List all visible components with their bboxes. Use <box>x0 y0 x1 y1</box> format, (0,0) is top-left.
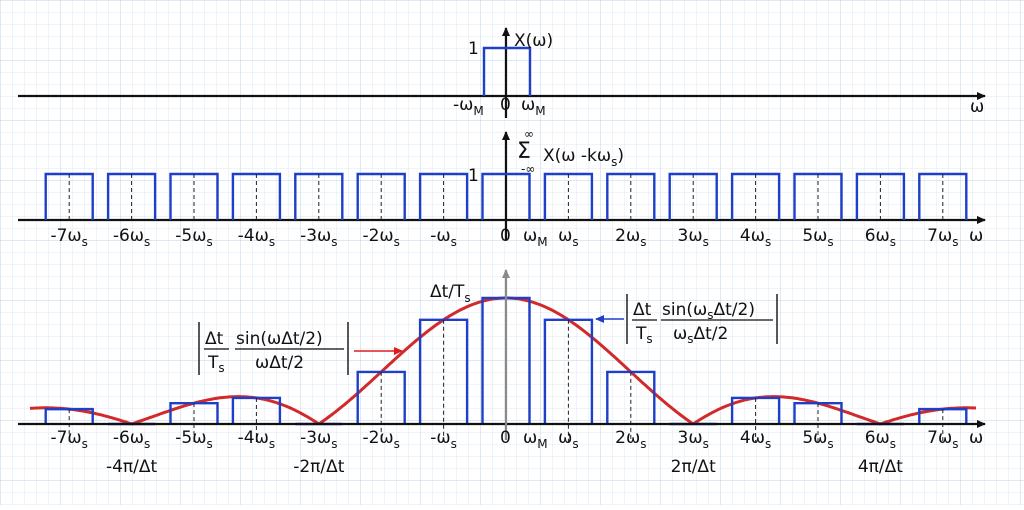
right-formula-denominator: ωsΔt/2 <box>673 324 728 346</box>
panel3-tick-labels: -7ωs -6ωs -5ωs -4ωs -3ωs -2ωs -ωs ωs 2ωs 3ωs 4ωs 5ω… <box>50 428 958 451</box>
panel3-pi-label: 4π/Δt <box>858 457 903 477</box>
panel3-tick-label: -3ωs <box>300 428 337 451</box>
panel2-sum-upper: ∞ <box>524 127 534 141</box>
panel3-tick-label: -7ωs <box>50 428 87 451</box>
panel-1-baseband-spectrum: X(ω) 1 -ωM 0 ωM ω <box>18 27 986 118</box>
panel2-tick-label: 6ωs <box>865 226 896 249</box>
panel3-ylabel: Δt/Ts <box>430 282 471 305</box>
panel2-tick-label: 2ωs <box>615 226 646 249</box>
panel1-axis-label: ω <box>970 97 984 117</box>
panel2-pulse <box>481 172 531 220</box>
panel2-sum-sigma: Σ <box>517 139 531 164</box>
left-formula-frac-den: Ts <box>207 353 225 375</box>
panel2-tick-label: 7ωs <box>927 226 958 249</box>
panel3-tick-label: 3ωs <box>678 428 709 451</box>
panel1-ylabel: X(ω) <box>514 31 553 51</box>
panel-3-sampled-spectrum: -7ωs -6ωs -5ωs -4ωs -3ωs -2ωs -ωs ωs 2ωs 3ωs 4ωs 5ω… <box>18 269 986 477</box>
panel2-pulse-train <box>44 172 968 220</box>
panel2-tick-label: -3ωs <box>300 226 337 249</box>
panel3-tick-label: -2ωs <box>362 428 399 451</box>
panel2-tick-label: ωs <box>558 226 579 249</box>
panel3-pi-label: -2π/Δt <box>293 457 345 477</box>
panel3-tick-label: 5ωs <box>802 428 833 451</box>
panel3-pi-label: -4π/Δt <box>106 457 158 477</box>
right-formula-numerator: sin(ωsΔt/2) <box>662 300 755 322</box>
panel3-tick-label: 6ωs <box>865 428 896 451</box>
panel2-one-label: 1 <box>468 166 479 186</box>
panel2-zero-label: 0 <box>500 226 511 246</box>
panel3-axis-label: ω <box>969 428 983 448</box>
right-formula-frac-num: Δt <box>633 300 652 320</box>
right-formula-frac-den: Ts <box>635 324 653 346</box>
panel2-tick-label: 4ωs <box>740 226 771 249</box>
panel2-tick-label: -ωs <box>430 226 457 249</box>
left-sinc-formula: Δt Ts sin(ωΔt/2) ωΔt/2 <box>198 322 403 375</box>
panel2-axis-label: ω <box>969 226 983 246</box>
panel3-pulse-train <box>44 296 968 442</box>
panel2-tick-label: -6ωs <box>113 226 150 249</box>
panel3-tick-label: 7ωs <box>927 428 958 451</box>
panel3-zero-label: 0 <box>500 428 511 448</box>
panel2-tick-label: 5ωs <box>802 226 833 249</box>
panel2-tick-label: -4ωs <box>238 226 275 249</box>
panel2-tick-labels: -7ωs -6ωs -5ωs -4ωs -3ωs -2ωs -ωs ωs 2ωs 3ωs 4ωs 5ω… <box>50 226 958 249</box>
panel2-wm-label: ωM <box>523 226 548 249</box>
panel2-ylabel: X(ω -kωs) <box>543 146 624 169</box>
panel-2-replicated-spectrum: -7ωs -6ωs -5ωs -4ωs -3ωs -2ωs -ωs ωs 2ωs 3ωs 4ωs 5ω… <box>18 127 986 249</box>
panel3-pi-labels: -4π/Δt -2π/Δt 2π/Δt 4π/Δt <box>106 457 903 477</box>
panel3-tick-label: ωs <box>558 428 579 451</box>
panel3-tick-label: -5ωs <box>175 428 212 451</box>
panel3-tick-label: 4ωs <box>740 428 771 451</box>
panel3-tick-label: -ωs <box>430 428 457 451</box>
panel3-tick-label: 2ωs <box>615 428 646 451</box>
left-formula-frac-num: Δt <box>205 329 224 349</box>
panel2-tick-label: -7ωs <box>50 226 87 249</box>
panel1-zero-label: 0 <box>500 95 511 115</box>
panel1-pulse <box>482 46 532 96</box>
panel3-wm-label: ωM <box>523 428 548 451</box>
panel3-tick-label: -6ωs <box>113 428 150 451</box>
panel3-tick-label: -4ωs <box>238 428 275 451</box>
panel1-neg-wm-label: -ωM <box>453 95 484 118</box>
panel1-wm-label: ωM <box>521 95 546 118</box>
panel2-tick-label: -2ωs <box>362 226 399 249</box>
left-formula-numerator: sin(ωΔt/2) <box>236 329 323 349</box>
panel2-sum-lower: -∞ <box>521 162 535 176</box>
panel3-pi-label: 2π/Δt <box>671 457 716 477</box>
left-formula-denominator: ωΔt/2 <box>255 353 304 373</box>
right-sinc-formula: Δt Ts sin(ωsΔt/2) ωsΔt/2 <box>595 294 778 346</box>
panel2-tick-label: -5ωs <box>175 226 212 249</box>
panel2-tick-label: 3ωs <box>678 226 709 249</box>
panel1-one-label: 1 <box>468 39 479 59</box>
